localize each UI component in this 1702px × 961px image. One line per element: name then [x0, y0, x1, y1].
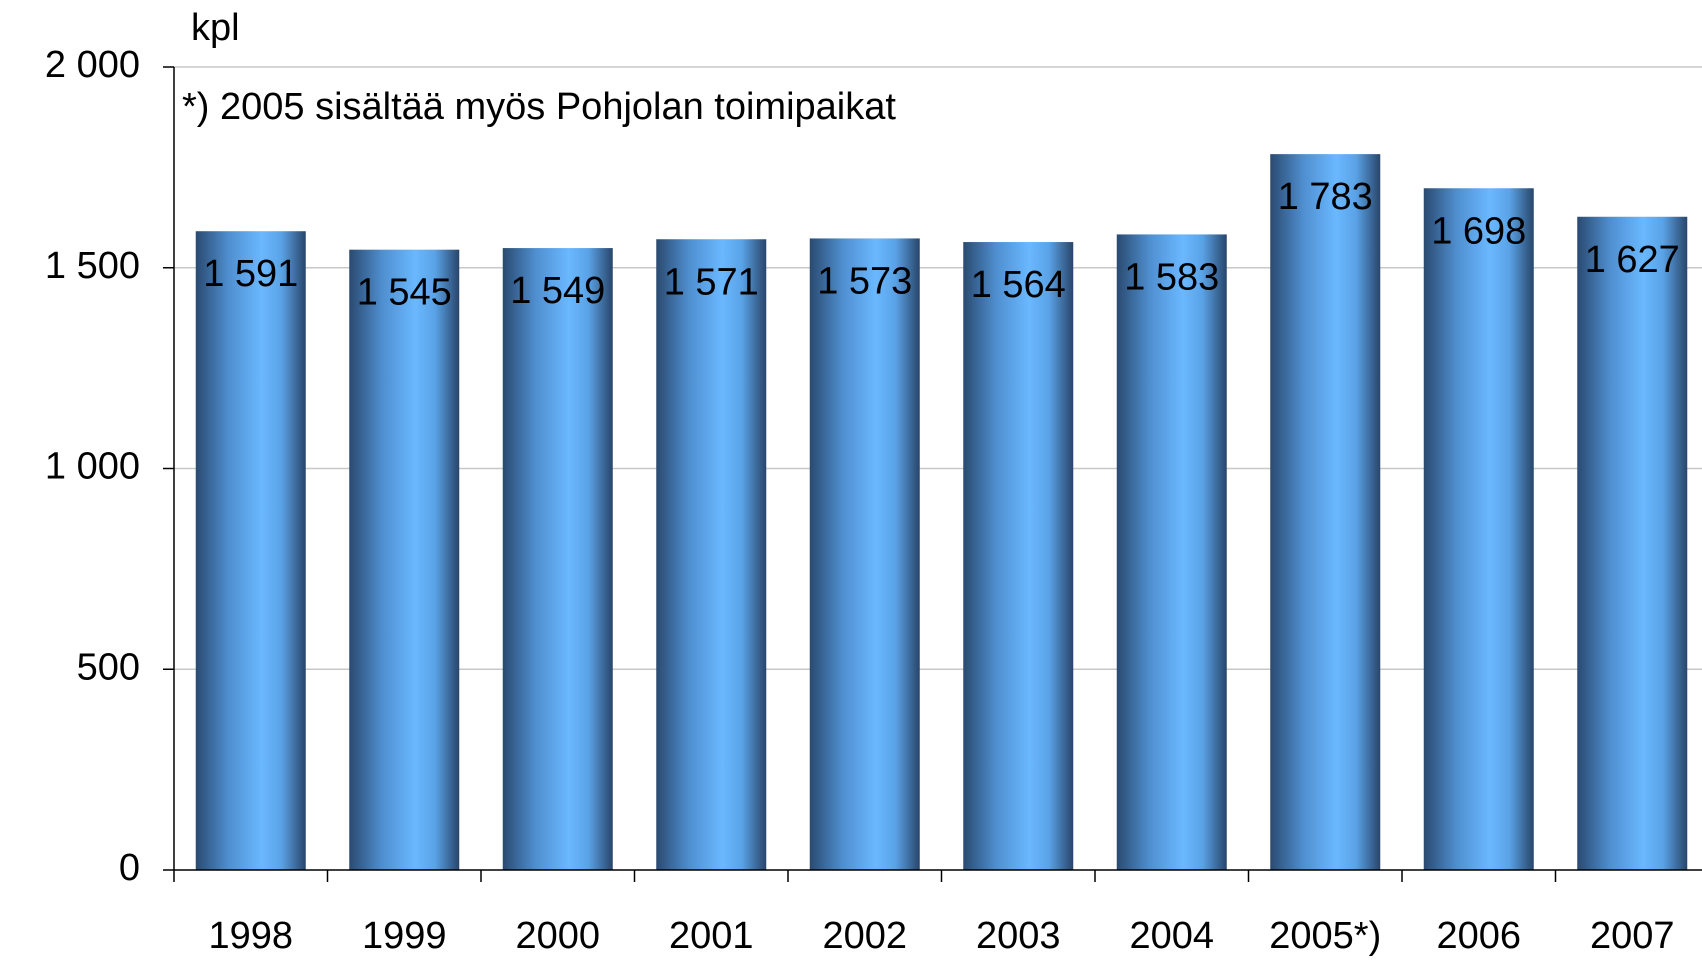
bar: [809, 238, 920, 871]
bar: [656, 239, 767, 870]
y-tick-label: 1 000: [45, 446, 140, 488]
bar: [963, 242, 1074, 870]
annotation: *) 2005 sisältää myös Pohjolan toimipaik…: [182, 86, 896, 128]
x-tick-label: 2006: [1436, 915, 1521, 957]
bar: [502, 248, 613, 870]
bar: [349, 249, 460, 870]
data-label: 1 591: [203, 253, 298, 295]
data-label: 1 545: [357, 272, 452, 314]
data-label: 1 573: [817, 260, 912, 302]
data-label: 1 549: [510, 270, 605, 312]
y-tick-label: 2 000: [45, 44, 140, 86]
x-tick-label: 2003: [976, 915, 1061, 957]
data-label: 1 627: [1585, 239, 1680, 281]
x-tick-label: 2000: [515, 915, 600, 957]
bar: [1116, 234, 1227, 870]
data-label: 1 783: [1278, 176, 1373, 218]
data-label: 1 583: [1124, 256, 1219, 298]
data-label: 1 564: [971, 264, 1066, 306]
bar: [1423, 188, 1534, 871]
plot-area: 0 500 1 000 1 500 2 000 1 591 1998 1 545 1999 1 5…: [45, 44, 1702, 957]
x-tick-label: 1998: [208, 915, 293, 957]
x-tick-label: 2004: [1129, 915, 1214, 957]
bar: [1270, 154, 1381, 871]
x-tick-label: 2001: [669, 915, 754, 957]
y-tick-label: 500: [77, 646, 140, 688]
bar: [195, 231, 306, 870]
y-tick-label: 1 500: [45, 245, 140, 287]
x-tick-label: 2002: [822, 915, 907, 957]
x-tick-label: 2005*): [1269, 915, 1381, 957]
x-tick-label: 1999: [362, 915, 447, 957]
data-label: 1 571: [664, 261, 759, 303]
y-tick-label: 0: [119, 847, 140, 889]
data-label: 1 698: [1431, 210, 1526, 252]
chart-title: kpl: [191, 7, 240, 49]
x-tick-label: 2007: [1590, 915, 1675, 957]
bar: [1577, 216, 1688, 870]
